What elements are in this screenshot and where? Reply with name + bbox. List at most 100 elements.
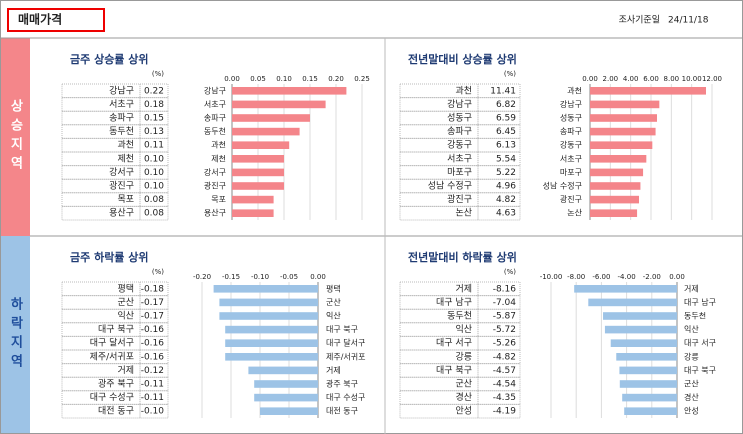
table-value: -4.35 [493, 393, 516, 403]
bar [248, 366, 318, 375]
bar-label: 대구 북구 [326, 325, 358, 334]
table-name: 거제 [455, 283, 472, 294]
bar-label: 강남구 [204, 85, 226, 95]
bar-label: 군산 [326, 297, 341, 307]
table-value: -4.57 [493, 366, 516, 376]
table-cell [139, 110, 169, 126]
bar-label: 대전 동구 [326, 406, 358, 416]
table-name: 군산 [455, 379, 472, 390]
table-name: 제주/서귀포 [90, 351, 134, 362]
table-name: 강남구 [109, 85, 134, 96]
bar-label: 평택 [326, 283, 341, 293]
bar-label: 성남 수정구 [543, 181, 582, 191]
bar-label: 마포구 [560, 168, 582, 177]
table-cell [139, 376, 169, 392]
table-value: 4.63 [496, 209, 516, 219]
bar [616, 353, 677, 361]
bar [574, 285, 677, 293]
table-cell [139, 205, 169, 221]
bar [588, 298, 677, 307]
bar [225, 325, 318, 334]
table-name: 성동구 [447, 113, 472, 124]
bar-label: 거제 [684, 284, 699, 293]
bar [619, 366, 677, 375]
bar [219, 312, 318, 320]
table-name: 과천 [455, 85, 472, 96]
x-tick-label: 0.10 [276, 75, 292, 83]
bar [590, 209, 638, 217]
table-cell [477, 403, 521, 419]
bar [232, 127, 300, 136]
table-name: 대구 달서구 [90, 337, 134, 349]
table-cell [139, 403, 169, 419]
bar [590, 182, 641, 190]
bar [590, 195, 640, 204]
section-label: 상승지역 [0, 38, 30, 236]
bar [624, 407, 677, 415]
bar-label: 군산 [684, 379, 699, 389]
table-cell [139, 363, 169, 378]
table-value: -0.16 [141, 325, 165, 335]
table-cell [139, 192, 169, 207]
panel-title: 금주 상승률 상위 [70, 52, 149, 66]
bar-label: 익산 [326, 311, 341, 321]
table-value: 6.82 [496, 100, 516, 110]
table-value: -0.18 [141, 284, 165, 294]
table-value: 6.59 [496, 114, 516, 124]
bar-label: 과천 [211, 140, 226, 150]
x-tick-label: 12.00 [702, 75, 722, 83]
table-name: 목포 [117, 194, 134, 205]
x-tick-label: 0.15 [302, 75, 318, 83]
table-name: 익산 [117, 310, 134, 322]
bar [254, 380, 318, 388]
bar-label: 용산구 [204, 208, 226, 218]
bar [232, 114, 310, 122]
table-name: 대구 수성구 [90, 392, 134, 403]
table-value: 0.11 [144, 141, 164, 151]
bar [232, 87, 347, 95]
table-cell [139, 165, 169, 180]
bar [619, 380, 677, 388]
panel-title: 전년말대비 상승률 상위 [408, 52, 517, 66]
bar-label: 익산 [684, 324, 699, 334]
table-name: 대구 북구 [436, 365, 472, 376]
table-name: 대구 북구 [98, 324, 134, 335]
bar [590, 100, 660, 109]
table-name: 대구 남구 [436, 297, 472, 308]
table-cell [139, 322, 169, 337]
bar [232, 209, 274, 217]
table-value: -4.82 [493, 352, 516, 362]
table-value: -7.04 [493, 298, 517, 308]
table-name: 군산 [117, 297, 134, 308]
x-tick-label: 0.00 [224, 75, 240, 83]
bar-label: 송파구 [204, 114, 226, 123]
bar-label: 대구 수성구 [326, 393, 365, 402]
bar-label: 안성 [684, 406, 699, 416]
x-tick-label: 0.00 [669, 273, 685, 281]
bar-label: 성동구 [560, 114, 582, 123]
x-tick-label: -6.00 [592, 273, 610, 281]
bar [590, 127, 656, 136]
bar-label: 강동구 [560, 140, 582, 150]
table-value: -0.16 [141, 339, 165, 349]
bar [622, 393, 677, 402]
table-value: 0.08 [144, 195, 164, 205]
table-name: 과천 [117, 140, 134, 151]
bar [603, 312, 677, 320]
bar [232, 100, 326, 109]
table-name: 대구 서구 [436, 338, 472, 349]
panel-title: 전년말대비 하락률 상위 [408, 250, 517, 264]
table-name: 마포구 [447, 167, 472, 178]
table-value: -8.16 [493, 284, 517, 294]
bar-label: 강남구 [560, 99, 582, 109]
bar [232, 141, 290, 149]
table-value: 0.22 [144, 86, 164, 96]
unit: (%) [152, 70, 164, 78]
x-tick-label: 0.00 [310, 273, 326, 281]
table-name: 송파구 [109, 113, 134, 124]
table-value: -0.11 [141, 393, 164, 403]
table-value: -5.87 [493, 312, 516, 322]
x-tick-label: 8.00 [664, 75, 680, 83]
table-cell [139, 295, 169, 310]
table-value: 6.45 [496, 127, 516, 137]
